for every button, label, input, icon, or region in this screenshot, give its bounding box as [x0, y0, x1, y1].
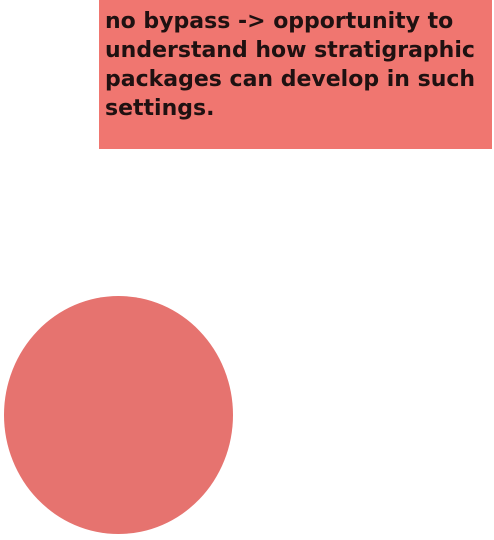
circle-shape[interactable]	[4, 296, 233, 534]
sticky-note-text: no bypass -> opportunity to understand h…	[105, 9, 476, 121]
sticky-note[interactable]: no bypass -> opportunity to understand h…	[99, 0, 492, 149]
